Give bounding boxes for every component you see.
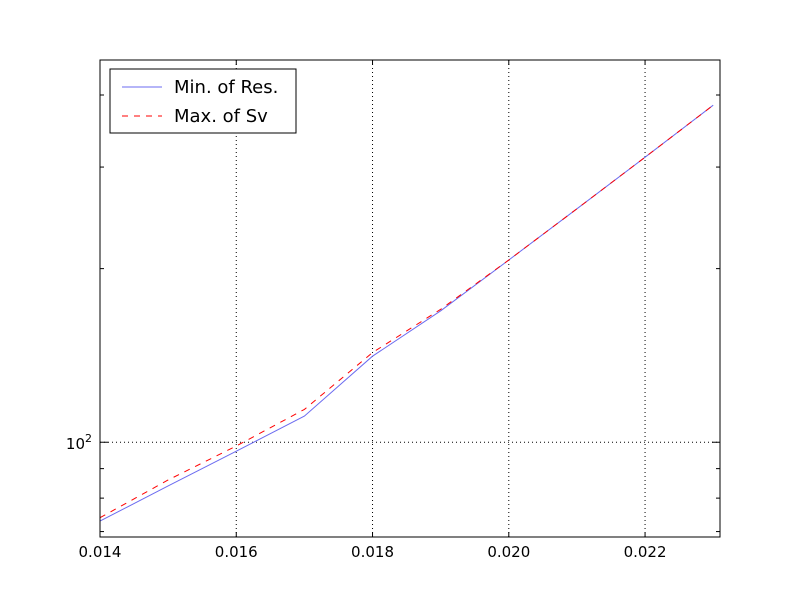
x-tick-label: 0.018 [351,543,394,561]
legend-label-2: Max. of Sv [174,106,268,127]
series-line-2 [99,104,714,519]
ticks: 0.014 0.016 0.018 0.020 0.022 102 [66,60,720,561]
x-tick-label: 0.016 [215,543,258,561]
legend-label-1: Min. of Res. [174,77,278,98]
plot-frame [99,59,721,538]
y-tick-label: 102 [66,432,92,453]
x-tick-label: 0.014 [79,543,122,561]
grid [100,60,720,537]
x-tick-label: 0.020 [487,543,530,561]
series-group [99,104,714,522]
x-tick-label: 0.022 [624,543,667,561]
legend: Min. of Res. Max. of Sv [109,68,297,134]
legend-box [109,68,297,134]
